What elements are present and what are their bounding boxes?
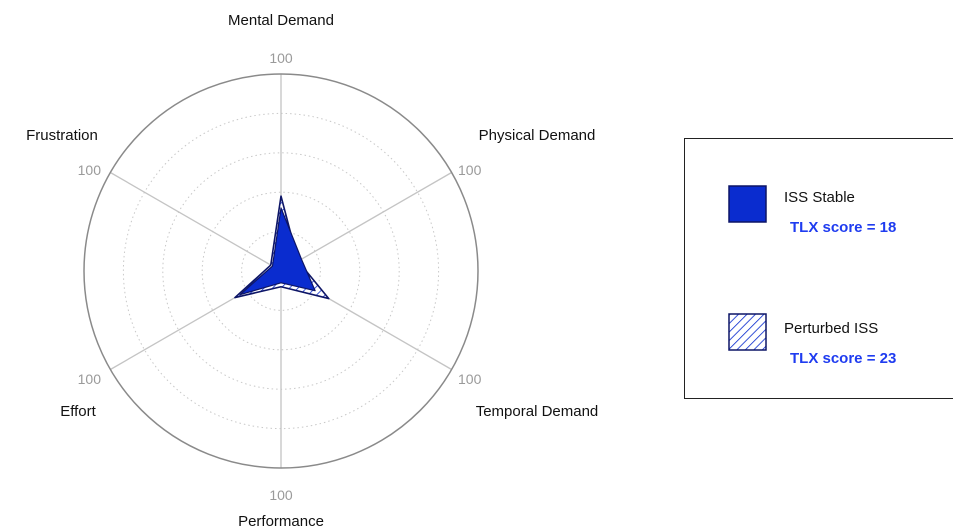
tick-label-temporal-demand-max: 100 [458, 371, 482, 387]
outer-ring [83, 73, 479, 469]
legend-swatch-iss-stable [728, 185, 767, 223]
spoke-frustration [110, 171, 282, 272]
spoke-physical-demand [280, 171, 452, 272]
radar-axis-labels: Mental Demand 100 Physical Demand 100 Tempor… [26, 12, 598, 530]
tick-label-mental-demand-max: 100 [269, 50, 293, 66]
legend: ISS Stable TLX score = 18 Perturbed ISS … [684, 138, 953, 399]
legend-box [684, 138, 953, 399]
legend-score-iss-stable: TLX score = 18 [790, 219, 896, 236]
legend-score-perturbed-iss: TLX score = 23 [790, 350, 896, 367]
tick-label-effort-max: 100 [78, 371, 102, 387]
axis-label-effort: Effort [60, 403, 96, 420]
series-iss-stable [239, 207, 316, 296]
legend-swatch-perturbed-iss [728, 313, 767, 351]
axis-label-frustration: Frustration [26, 127, 98, 144]
axis-label-temporal-demand: Temporal Demand [476, 403, 599, 420]
legend-label-iss-stable: ISS Stable [784, 189, 855, 206]
axis-label-mental-demand: Mental Demand [228, 12, 334, 29]
tick-label-physical-demand-max: 100 [458, 162, 482, 178]
grid-ring-2 [201, 191, 361, 351]
tick-label-frustration-max: 100 [78, 162, 102, 178]
axis-label-performance: Performance [238, 513, 324, 530]
radar-series-layer [234, 195, 330, 300]
legend-label-perturbed-iss: Perturbed ISS [784, 320, 878, 337]
grid-ring-4 [122, 112, 440, 430]
axis-label-physical-demand: Physical Demand [479, 127, 596, 144]
tick-label-performance-max: 100 [269, 487, 293, 503]
